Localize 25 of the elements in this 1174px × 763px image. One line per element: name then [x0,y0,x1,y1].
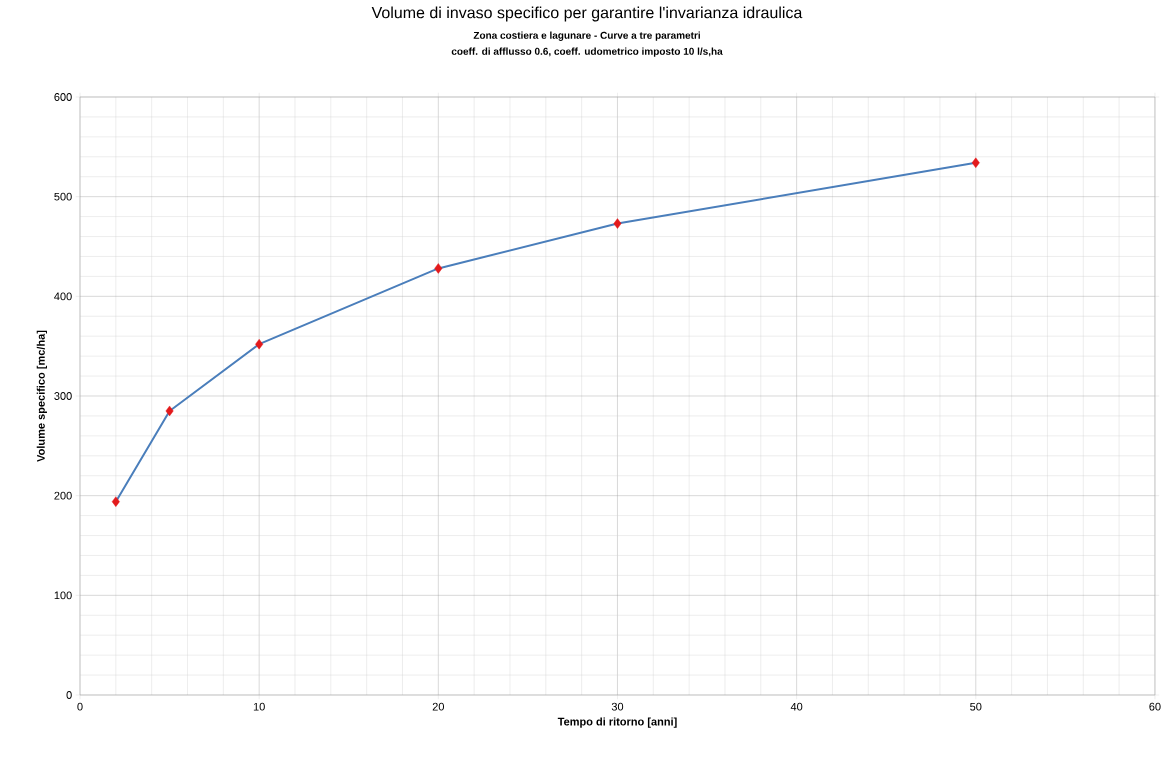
chart-subtitle: Zona costiera e lagunare - Curve a tre parametri [473,31,700,41]
y-tick-label: 300 [54,392,72,400]
x-axis-title: Tempo di ritorno [anni] [557,717,677,728]
y-tick-label: 200 [54,491,72,500]
y-tick-label: 500 [54,192,72,201]
y-tick-label: 400 [54,292,72,301]
y-tick-label: 100 [54,591,72,600]
x-tick-label: 40 [790,702,803,711]
x-tick-label: 10 [253,702,265,711]
point [255,338,264,350]
point [434,263,443,274]
point [971,157,980,168]
chart-title: Volume di invaso specifico per garantire l'invarianza idraulica [371,6,803,22]
point [613,218,622,229]
y-axis-title: Volume specifico [mc/ha] [36,330,47,462]
point [165,405,174,417]
x-tick-label: 60 [1149,702,1161,711]
text: coeff. di afflusso 0.6, coeff. udometrico imposto 10 l/s,ha [451,47,723,57]
x-tick-label: 20 [432,702,444,711]
x-tick-label: 30 [611,702,624,711]
x-tick-label: 0 [77,702,83,711]
point [111,496,120,507]
y-tick-label: 0 [66,691,72,699]
y-tick-label: 600 [54,93,72,101]
x-tick-label: 50 [970,702,982,711]
